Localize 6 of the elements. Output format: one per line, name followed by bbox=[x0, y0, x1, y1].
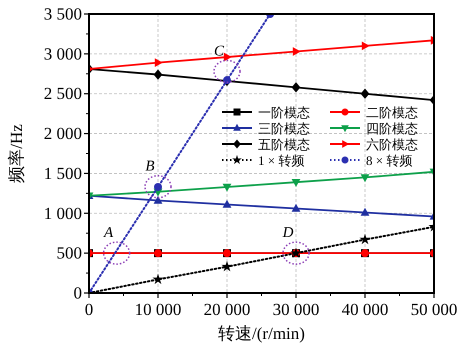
annotation: B bbox=[145, 158, 155, 175]
annotation: D bbox=[282, 225, 294, 242]
ylabel: 频率/Hz bbox=[7, 124, 26, 183]
annotation: C bbox=[214, 43, 224, 60]
xlabel: 转速/(r/min) bbox=[218, 324, 305, 343]
annotation: A bbox=[104, 225, 114, 242]
